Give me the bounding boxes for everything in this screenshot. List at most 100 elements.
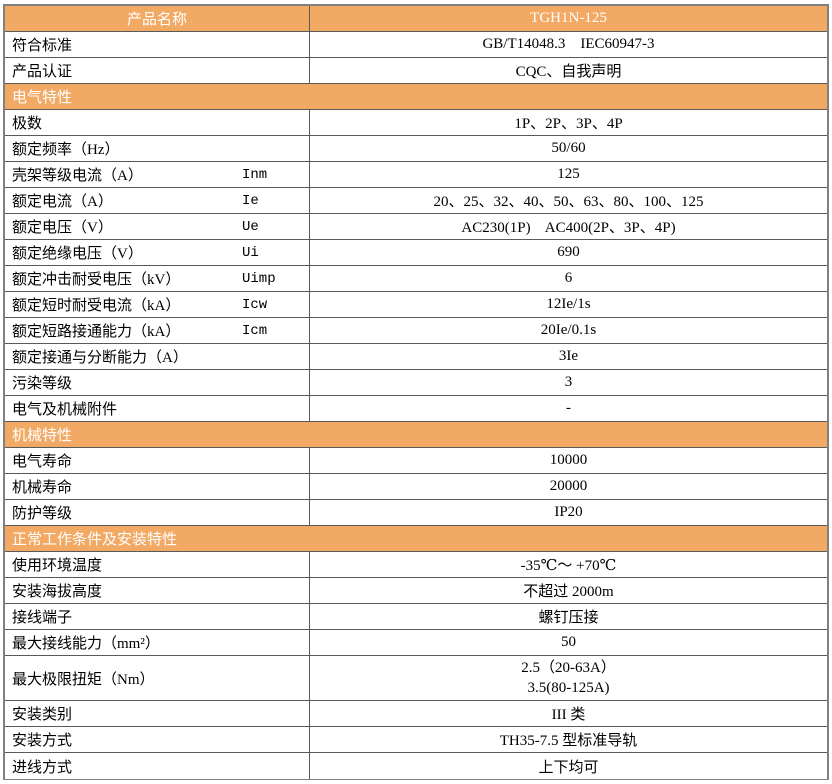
table-row: 使用环境温度 -35℃～ +70℃ — [5, 552, 827, 578]
spec-symbol: Uimp — [242, 270, 276, 287]
spec-label: 额定接通与分断能力（A） — [12, 350, 188, 366]
spec-label: 符合标准 — [12, 38, 73, 54]
spec-symbol: Icw — [242, 296, 268, 313]
table-row: 污染等级 3 — [5, 370, 827, 396]
spec-label: 壳架等级电流（A） — [12, 168, 143, 184]
table-row: 额定冲击耐受电压（kV） Uimp 6 — [5, 266, 827, 292]
spec-value-line: 2.5（20-63A） — [521, 660, 616, 676]
spec-label-cell: 额定电流（A） Ie — [5, 188, 310, 213]
spec-label: 极数 — [12, 116, 43, 132]
table-row: 额定接通与分断能力（A） 3Ie — [5, 344, 827, 370]
spec-label: 最大极限扭矩（Nm） — [12, 671, 155, 688]
spec-label-cell: 符合标准 — [5, 32, 310, 57]
spec-value: TH35-7.5 型标准导轨 — [499, 733, 638, 749]
spec-value: 20、25、32、40、50、63、80、100、125 — [433, 194, 704, 210]
spec-value: 2.5（20-63A） 3.5(80-125A) — [310, 656, 827, 700]
spec-label-cell: 使用环境温度 — [5, 552, 310, 577]
spec-value: 1P、2P、3P、4P — [514, 116, 623, 132]
spec-label-cell: 最大极限扭矩（Nm） — [5, 656, 310, 700]
spec-label: 额定绝缘电压（V） — [12, 246, 143, 262]
table-row: 进线方式 上下均可 — [5, 753, 827, 779]
spec-value: 10000 — [549, 452, 588, 468]
table-row: 额定绝缘电压（V） Ui 690 — [5, 240, 827, 266]
spec-value: 50 — [561, 634, 576, 650]
table-row: 符合标准 GB/T14048.3 IEC60947-3 — [5, 32, 827, 58]
spec-label: 安装海拔高度 — [12, 584, 103, 600]
table-row: 安装方式 TH35-7.5 型标准导轨 — [5, 727, 827, 753]
spec-symbol: Icm — [242, 322, 268, 339]
spec-label-cell: 电气及机械附件 — [5, 396, 310, 421]
product-name-header: 产品名称 — [5, 6, 310, 31]
spec-symbol: Ui — [242, 244, 259, 261]
spec-label-cell: 额定电压（V） Ue — [5, 214, 310, 239]
spec-label: 额定短时耐受电流（kA） — [12, 298, 181, 314]
table-row: 极数 1P、2P、3P、4P — [5, 110, 827, 136]
table-row: 壳架等级电流（A） Inm 125 — [5, 162, 827, 188]
product-model-header: TGH1N-125 — [530, 10, 607, 26]
spec-symbol: Ue — [242, 218, 259, 235]
spec-value: AC230(1P) AC400(2P、3P、4P) — [461, 220, 676, 236]
table-header-row: 产品名称 TGH1N-125 — [5, 6, 827, 32]
spec-label-cell: 机械寿命 — [5, 474, 310, 499]
table-row: 额定电流（A） Ie 20、25、32、40、50、63、80、100、125 — [5, 188, 827, 214]
table-row: 机械寿命 20000 — [5, 474, 827, 500]
spec-label: 进线方式 — [12, 759, 73, 776]
spec-value: 不超过 2000m — [523, 584, 614, 600]
spec-value: 3 — [564, 374, 573, 390]
spec-value: 上下均可 — [538, 759, 599, 776]
section-header-row: 电气特性 — [5, 84, 827, 110]
spec-label: 使用环境温度 — [12, 558, 103, 574]
spec-value: 6 — [564, 270, 573, 286]
spec-value: 12Ie/1s — [546, 296, 591, 312]
spec-label: 额定短路接通能力（kA） — [12, 324, 181, 340]
spec-symbol: Ie — [242, 192, 259, 209]
spec-label-cell: 防护等级 — [5, 500, 310, 525]
spec-label: 防护等级 — [12, 506, 73, 522]
spec-value: 50/60 — [551, 140, 586, 156]
spec-label-cell: 安装方式 — [5, 727, 310, 752]
spec-label-cell: 额定频率（Hz） — [5, 136, 310, 161]
spec-label-cell: 壳架等级电流（A） Inm — [5, 162, 310, 187]
spec-label-cell: 污染等级 — [5, 370, 310, 395]
table-row: 额定电压（V） Ue AC230(1P) AC400(2P、3P、4P) — [5, 214, 827, 240]
spec-label: 安装类别 — [12, 707, 73, 723]
spec-label-cell: 安装类别 — [5, 701, 310, 726]
spec-value-multiline: 2.5（20-63A） 3.5(80-125A) — [310, 656, 827, 700]
table-row: 最大极限扭矩（Nm） 2.5（20-63A） 3.5(80-125A) — [5, 656, 827, 701]
section-title: 正常工作条件及安装特性 — [12, 532, 178, 548]
spec-label-cell: 产品认证 — [5, 58, 310, 83]
spec-value: 20000 — [549, 478, 588, 494]
table-row: 产品认证 CQC、自我声明 — [5, 58, 827, 84]
spec-value-line: 3.5(80-125A) — [527, 680, 610, 696]
section-title: 电气特性 — [12, 90, 73, 106]
spec-label: 安装方式 — [12, 733, 73, 749]
spec-value: CQC、自我声明 — [515, 64, 622, 80]
table-row: 安装类别 III 类 — [5, 701, 827, 727]
spec-label-cell: 电气寿命 — [5, 448, 310, 473]
spec-value: III 类 — [551, 707, 586, 723]
spec-value: 125 — [557, 166, 580, 182]
spec-label-cell: 额定短时耐受电流（kA） Icw — [5, 292, 310, 317]
spec-value: 690 — [557, 244, 580, 260]
spec-label: 污染等级 — [12, 376, 73, 392]
spec-label: 额定电压（V） — [12, 220, 113, 236]
spec-label: 接线端子 — [12, 610, 73, 626]
table-row: 额定短路接通能力（kA） Icm 20Ie/0.1s — [5, 318, 827, 344]
table-row: 最大接线能力（mm²） 50 — [5, 630, 827, 656]
spec-value: - — [566, 400, 571, 416]
spec-label: 电气寿命 — [12, 454, 73, 470]
spec-label-cell: 最大接线能力（mm²） — [5, 630, 310, 655]
spec-label-cell: 安装海拔高度 — [5, 578, 310, 603]
spec-label: 额定电流（A） — [12, 194, 113, 210]
section-header-row: 正常工作条件及安装特性 — [5, 526, 827, 552]
table-row: 电气及机械附件 - — [5, 396, 827, 422]
spec-value: 螺钉压接 — [538, 610, 599, 626]
product-spec-table: 产品名称 TGH1N-125 符合标准 GB/T14048.3 IEC60947… — [3, 4, 829, 780]
spec-label-cell: 额定接通与分断能力（A） — [5, 344, 310, 369]
spec-label: 额定频率（Hz） — [12, 142, 120, 158]
table-row: 电气寿命 10000 — [5, 448, 827, 474]
table-row: 防护等级 IP20 — [5, 500, 827, 526]
spec-label: 机械寿命 — [12, 480, 73, 496]
table-row: 额定频率（Hz） 50/60 — [5, 136, 827, 162]
